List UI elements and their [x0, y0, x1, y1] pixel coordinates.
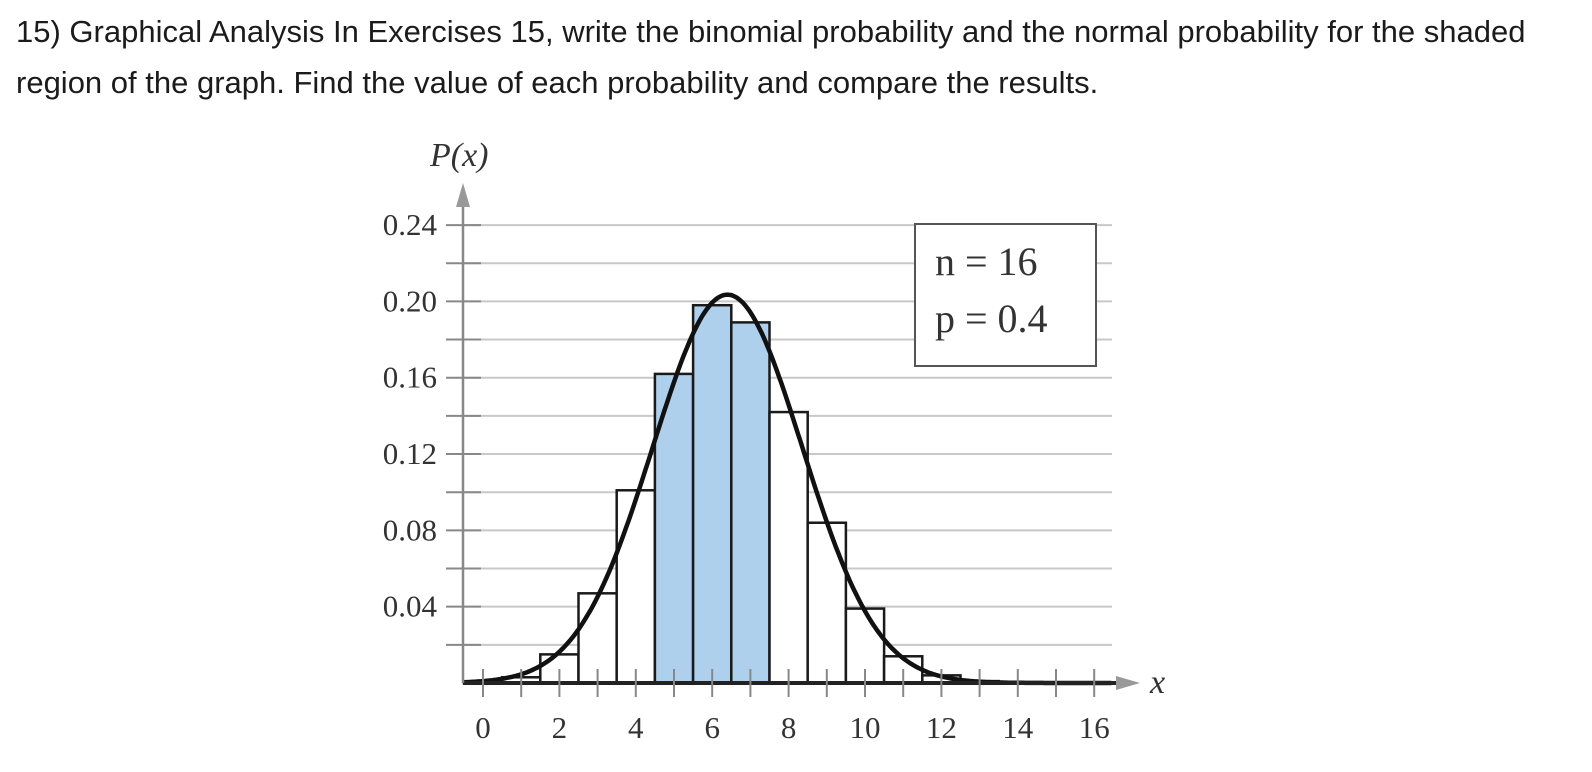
y-tick-label: 0.20 [383, 283, 437, 318]
y-tick-label: 0.08 [383, 512, 437, 547]
x-tick-label: 8 [781, 710, 797, 745]
legend-box [914, 223, 1097, 367]
bar [768, 410, 809, 685]
shaded-bar [730, 321, 771, 685]
y-tick-label: 0.12 [383, 436, 437, 471]
y-axis-label: P(x) [429, 137, 489, 174]
x-tick-label: 2 [552, 710, 568, 745]
question-text: 15) Graphical Analysis In Exercises 15, … [16, 14, 1526, 100]
x-tick-label: 4 [628, 710, 644, 745]
x-tick-label: 10 [850, 710, 881, 745]
x-axis-label: x [1149, 664, 1165, 701]
y-tick-label: 0.04 [383, 589, 438, 624]
x-tick-label: 16 [1079, 710, 1110, 745]
bar [806, 521, 848, 685]
legend-n-label: n = 16 [935, 239, 1038, 284]
bar [615, 489, 657, 685]
x-tick-label: 6 [704, 710, 720, 745]
x-tick-label: 14 [1002, 710, 1034, 745]
x-tick-label: 12 [926, 710, 957, 745]
y-tick-label: 0.16 [383, 360, 437, 395]
y-axis-arrow [456, 183, 470, 207]
axes [456, 183, 1140, 697]
legend-p-label: p = 0.4 [935, 296, 1048, 341]
x-tick-label: 0 [475, 710, 491, 745]
x-axis-arrow [1116, 676, 1140, 690]
legend: n = 16 p = 0.4 [914, 223, 1097, 367]
y-tick-label: 0.24 [383, 207, 438, 242]
bars [462, 303, 1039, 685]
shaded-bar [691, 303, 733, 685]
tick-labels: 0.04 0.08 0.12 0.16 0.20 0.24 0 2 4 6 8 10 12 14 16 [383, 207, 1110, 745]
